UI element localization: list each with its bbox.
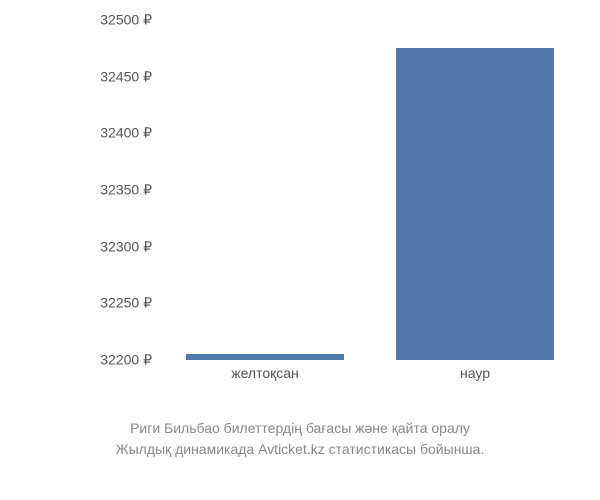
caption-line-1: Риги Бильбао билеттердің бағасы және қай…	[0, 418, 600, 439]
x-tick-label: желтоқсан	[231, 365, 299, 381]
y-tick-label: 32200 ₽	[100, 352, 152, 369]
price-chart: 32200 ₽ 32250 ₽ 32300 ₽ 32350 ₽ 32400 ₽ 32450…	[80, 20, 580, 400]
y-axis: 32200 ₽32250 ₽32300 ₽32350 ₽32400 ₽32450…	[80, 20, 160, 360]
y-tick-label: 32500 ₽	[100, 12, 152, 29]
x-axis: желтоқсан наур	[160, 365, 580, 395]
y-tick-label: 32450 ₽	[100, 68, 152, 85]
chart-caption: Риги Бильбао билеттердің бағасы және қай…	[0, 418, 600, 460]
plot-area	[160, 20, 580, 360]
bar	[186, 354, 344, 360]
y-tick-label: 32350 ₽	[100, 182, 152, 199]
y-tick-label: 32250 ₽	[100, 295, 152, 312]
x-tick-label: наур	[460, 365, 490, 381]
caption-line-2: Жылдық динамикада Avticket.kz статистика…	[0, 439, 600, 460]
y-tick-label: 32300 ₽	[100, 238, 152, 255]
y-tick-label: 32400 ₽	[100, 125, 152, 142]
bar	[396, 48, 554, 360]
